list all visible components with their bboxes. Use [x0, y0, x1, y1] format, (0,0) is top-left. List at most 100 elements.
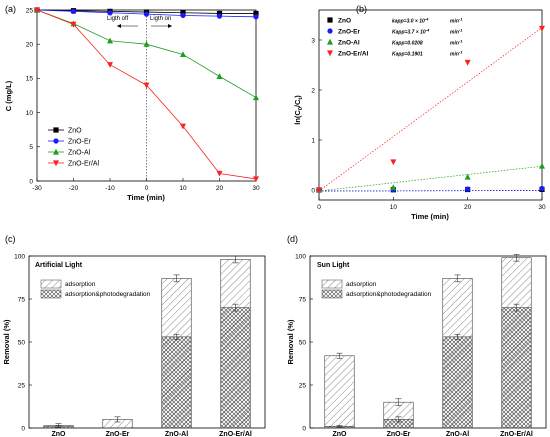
- category-label: ZnO-Al: [446, 431, 469, 437]
- panel-c-marks: [43, 255, 251, 429]
- y-tick-label: 10: [26, 110, 34, 117]
- y-tick-label: 100: [295, 253, 306, 260]
- panel-d: (d) Sun Light 0 25 50 75 100 ZnO ZnO-Er ZnO-Al Z…: [286, 234, 547, 437]
- fit-line-ZnO-Er: [318, 190, 543, 192]
- legend-unit: min-1: [450, 50, 463, 58]
- data-point: [253, 10, 259, 17]
- x-tick-label: 20: [464, 204, 472, 211]
- legend-kapp: kapp=3.0 × 10-4: [392, 17, 429, 25]
- data-point: [316, 187, 322, 194]
- panel-b-xlabel: Time (min): [411, 212, 449, 221]
- panel-a-legend: ZnO ZnO-Er ZnO-Al ZnO-Er/Al: [48, 127, 100, 168]
- legend-marker: [53, 127, 59, 133]
- category-label: ZnO-Er/Al: [500, 431, 533, 437]
- x-tick-label: 0: [317, 204, 321, 211]
- panel-b-tag: (b): [356, 4, 367, 14]
- legend-marker: [53, 160, 59, 167]
- panel-d-marks: [324, 253, 532, 429]
- legend-swatch: [40, 279, 62, 289]
- legend-label: ZnO: [338, 18, 351, 25]
- panel-b: (b) 0 10 20 30 0 1 2 3 Time (min) ln(C0/Ct) ZnO…: [293, 4, 546, 221]
- panel-a-ticks: -30 -20 -10 0 10 20 30 0 5 10 15 20 25: [26, 7, 260, 192]
- data-point: [216, 73, 223, 79]
- data-point: [390, 184, 397, 191]
- data-point: [180, 123, 186, 130]
- data-point: [107, 10, 113, 16]
- bar-adsorption: [324, 355, 355, 429]
- panel-a-tag: (a): [5, 4, 16, 14]
- panel-c-ylabel: Removal (%): [2, 319, 11, 365]
- panel-b-frame: [318, 9, 543, 201]
- panel-c-title: Artificial Light: [35, 262, 83, 269]
- data-point: [34, 7, 40, 14]
- x-tick-label: -10: [105, 185, 115, 192]
- legend-label: adsorption&photodegradation: [65, 291, 151, 298]
- x-tick-label: -30: [32, 185, 42, 192]
- panel-d-title: Sun Light: [317, 262, 350, 269]
- category-label: ZnO: [52, 431, 67, 437]
- bar-adsorption&photodegradation: [501, 307, 532, 429]
- legend-marker: [53, 148, 59, 155]
- data-point: [70, 21, 77, 28]
- y-tick-label: 0: [311, 187, 315, 194]
- panel-d-tag: (d): [287, 234, 298, 244]
- data-point: [464, 173, 471, 180]
- panel-b-legend: ZnO kapp=3.0 × 10-4 min-1 ZnO-Er Kapp=3.7 × …: [327, 17, 463, 58]
- legend-label: adsorption: [65, 281, 96, 288]
- y-tick-label: 5: [29, 144, 33, 151]
- category-label: ZnO-Er: [106, 431, 130, 437]
- panel-a-light-on: Ligth on: [150, 16, 171, 22]
- data-point: [180, 12, 186, 19]
- bar-adsorption&photodegradation: [161, 336, 192, 429]
- legend-marker: [327, 38, 333, 45]
- data-point: [253, 176, 259, 183]
- category-label: ZnO: [333, 431, 348, 437]
- bar-adsorption&photodegradation: [220, 307, 251, 429]
- y-tick-label: 3: [311, 37, 315, 44]
- x-tick-label: -20: [69, 185, 79, 192]
- legend-label: ZnO: [68, 128, 82, 135]
- data-point: [180, 51, 186, 58]
- fit-line-ZnO-Er/Al: [318, 27, 543, 192]
- y-tick-label: 15: [26, 76, 34, 83]
- y-tick-label: 50: [299, 339, 307, 346]
- data-point: [465, 186, 471, 192]
- panel-d-ylabel: Removal (%): [286, 319, 295, 365]
- legend-unit: min-1: [450, 28, 463, 36]
- legend-marker: [327, 50, 333, 57]
- panel-d-legend: adsorption adsorption&photodegradation: [321, 279, 432, 299]
- legend-marker: [327, 28, 333, 34]
- legend-label: ZnO-Er: [338, 29, 360, 36]
- panel-b-ticks: 0 10 20 30 0 1 2 3: [311, 37, 546, 211]
- legend-label: ZnO-Er: [68, 139, 92, 146]
- y-tick-label: 20: [26, 42, 34, 49]
- bar-adsorption&photodegradation: [442, 336, 473, 429]
- legend-label: ZnO-Al: [68, 150, 91, 157]
- panel-a-light-arrows: [117, 24, 172, 28]
- x-tick-label: 0: [145, 185, 149, 192]
- panel-b-marks: [316, 25, 545, 194]
- x-tick-label: 20: [216, 185, 224, 192]
- y-tick-label: 100: [14, 253, 25, 260]
- y-tick-label: 25: [18, 382, 26, 389]
- category-label: ZnO-Er: [387, 431, 411, 437]
- y-tick-label: 0: [302, 425, 306, 432]
- panel-c: (c) Artificial Light 0 25 50 75 100 ZnO ZnO-Er…: [2, 234, 266, 437]
- legend-label: ZnO-Al: [338, 40, 360, 47]
- y-tick-label: 75: [18, 296, 26, 303]
- panel-b-ylabel: ln(C0/Ct): [293, 95, 304, 125]
- legend-marker: [327, 17, 333, 23]
- data-point: [539, 185, 545, 192]
- y-tick-label: 1: [311, 137, 315, 144]
- data-point: [143, 11, 150, 17]
- data-point: [390, 159, 397, 166]
- data-point: [464, 59, 471, 66]
- panel-d-ticks: 0 25 50 75 100 ZnO ZnO-Er ZnO-Al ZnO-Er/Al: [295, 253, 533, 437]
- x-tick-label: 30: [538, 204, 546, 211]
- x-tick-label: 30: [252, 185, 260, 192]
- data-point: [253, 14, 259, 20]
- legend-marker: [53, 138, 59, 144]
- data-point: [216, 10, 223, 17]
- panel-a: (a) -30 -20 -10 0 10 20 30 0 5 10 15 20 25 Time (min…: [4, 4, 260, 202]
